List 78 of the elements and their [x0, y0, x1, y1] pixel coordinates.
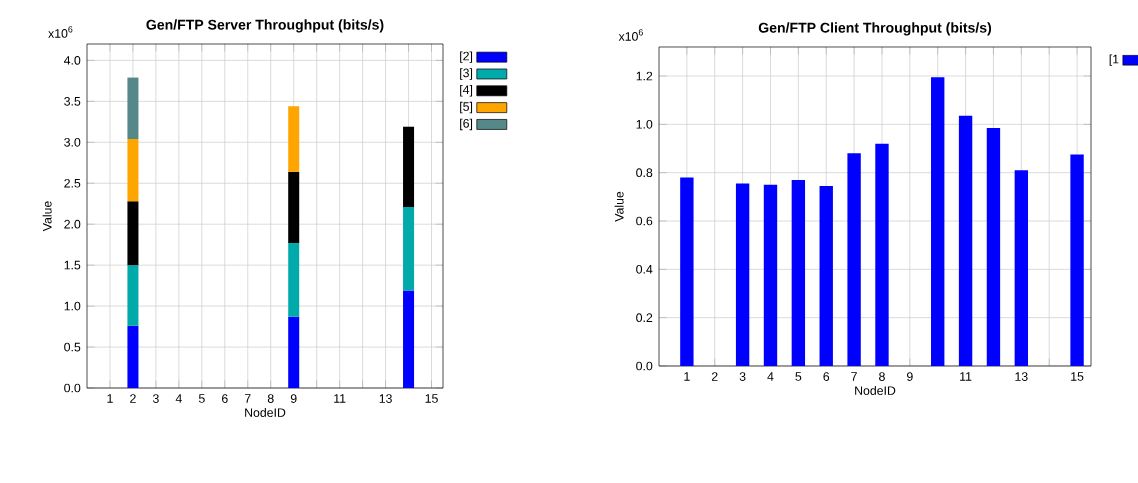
y-tick-label: 0.5: [64, 342, 81, 352]
legend-label: [4]: [460, 85, 473, 97]
x-tick-label: 11: [334, 394, 346, 403]
x-tick-label: 7: [851, 372, 857, 381]
bar: [403, 126, 415, 207]
y-tick-label: 1.2: [636, 71, 653, 81]
bar: [127, 265, 139, 326]
x-tick-label: 1: [107, 394, 113, 403]
x-tick-label: 2: [130, 394, 136, 403]
x-tick-label: 7: [244, 394, 251, 403]
legend-label: [5]: [460, 101, 473, 114]
y-axis-title: Value: [614, 191, 624, 222]
legend-label: [2]: [460, 51, 473, 63]
bar: [127, 325, 139, 388]
bar: [127, 77, 139, 140]
x-tick-label: 15: [425, 394, 438, 403]
y-tick-label: 1.5: [64, 260, 81, 270]
bar: [1070, 154, 1084, 366]
y-tick-label: 2.5: [64, 178, 81, 188]
x-tick-label: 8: [879, 372, 885, 381]
x-tick-label: 9: [907, 372, 913, 381]
legend-label: [3]: [460, 68, 473, 80]
bar: [403, 290, 415, 388]
y-tick-label: 0.4: [636, 265, 653, 274]
x-axis-title: NodeID: [855, 385, 896, 395]
y-tick-label: 0.6: [636, 216, 653, 226]
x-tick-label: 6: [823, 372, 830, 381]
y-tick-label: 0.0: [636, 361, 653, 371]
x-tick-label: 8: [267, 394, 274, 403]
y-axis-title: Value: [42, 201, 52, 232]
y-tick-label: 0.2: [636, 313, 653, 323]
x-tick-label: 11: [960, 372, 972, 381]
y-tick-label: 1.0: [636, 120, 653, 129]
x-tick-label: 4: [767, 372, 774, 381]
bar: [288, 243, 300, 317]
y-tick-label: 2.0: [64, 219, 81, 229]
bar: [127, 201, 139, 266]
bar: [875, 143, 889, 366]
x-tick-label: 2: [711, 372, 718, 381]
bar: [288, 316, 300, 388]
text: x10$^{6}$: [618, 29, 643, 41]
y-tick-label: 0.0: [64, 383, 81, 393]
legend-label: [1: [1109, 54, 1119, 66]
x-tick-label: 3: [739, 372, 746, 381]
x-tick-label: 13: [379, 394, 392, 403]
bar: [819, 185, 833, 366]
bar: [403, 206, 415, 291]
legend-label: [6]: [460, 118, 473, 131]
bar: [1014, 170, 1029, 366]
bar: [763, 184, 778, 366]
bar: [288, 106, 300, 172]
x-tick-label: 6: [222, 394, 228, 403]
bar: [127, 139, 139, 202]
text: x10$^{6}$: [48, 26, 73, 38]
x-tick-label: 3: [152, 394, 159, 403]
x-tick-label: 13: [1015, 372, 1028, 381]
bar: [680, 177, 694, 366]
x-tick-label: 9: [290, 394, 297, 403]
y-tick-label: 4.0: [63, 56, 81, 65]
y-tick-label: 1.0: [64, 301, 81, 311]
chart-title: Gen/FTP Server Throughput (bits/s): [146, 19, 384, 33]
chart-title: Gen/FTP Client Throughput (bits/s): [758, 22, 992, 36]
y-tick-label: 0.8: [636, 168, 653, 178]
y-tick-label: 3.0: [64, 137, 81, 147]
bar: [958, 115, 973, 366]
bar: [986, 127, 1001, 366]
x-tick-label: 1: [684, 372, 690, 381]
bar: [735, 183, 750, 366]
x-tick-label: 15: [1071, 372, 1084, 381]
x-tick-label: 5: [198, 394, 205, 403]
bar: [288, 171, 300, 244]
bar: [931, 77, 945, 366]
x-axis-title: NodeID: [245, 407, 286, 417]
bar: [847, 153, 861, 366]
y-tick-label: 3.5: [64, 97, 81, 106]
bar: [791, 179, 806, 366]
x-tick-label: 4: [175, 394, 182, 403]
x-tick-label: 5: [795, 372, 802, 381]
